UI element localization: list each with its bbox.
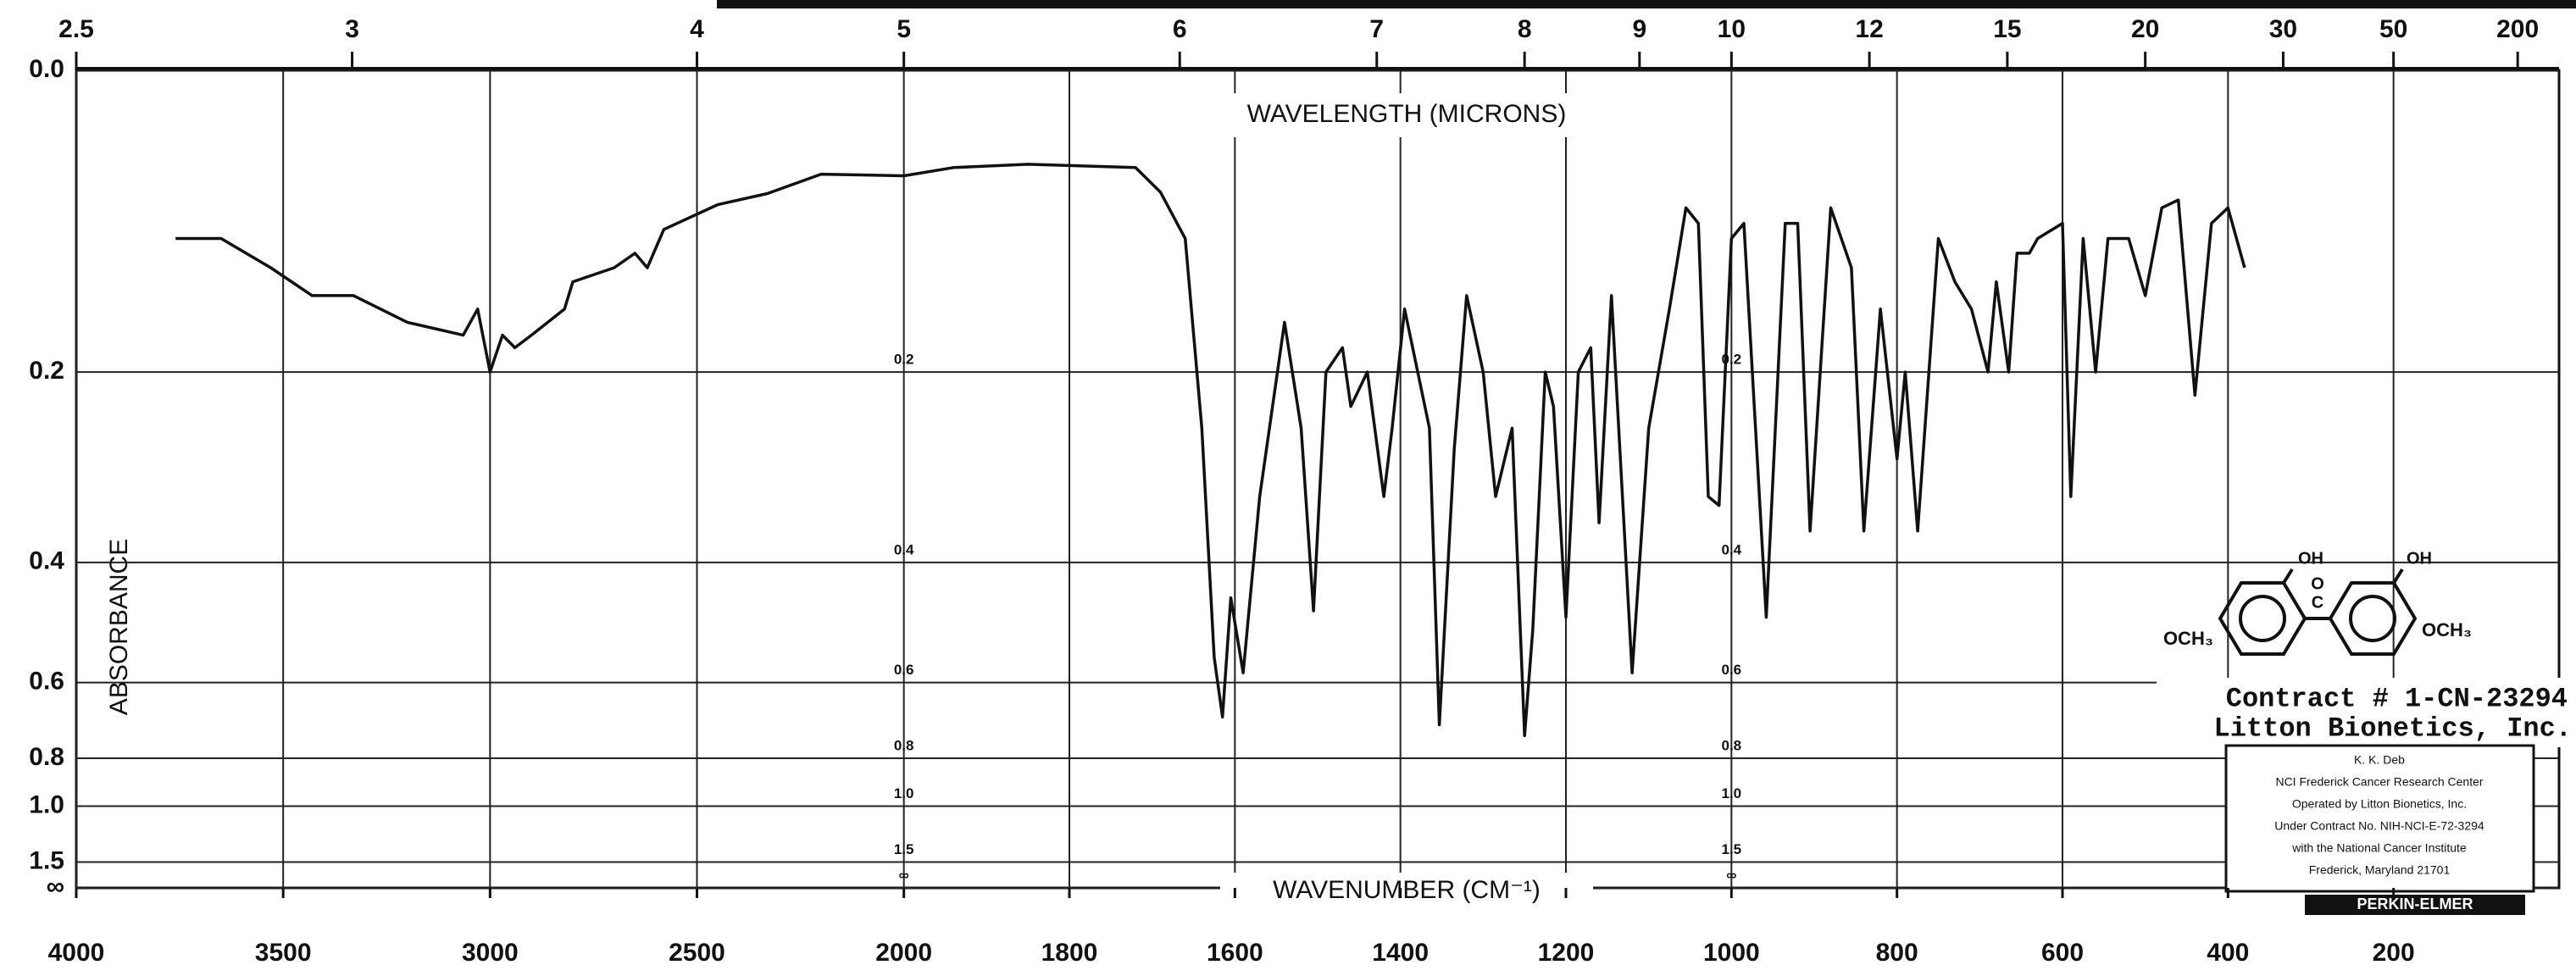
y-tick-label: 0.2 [29, 357, 64, 385]
stamp-line: Under Contract No. NIH-NCI-E-72-3294 [2274, 819, 2484, 833]
x-tick-label: 600 [2041, 939, 2084, 967]
x2-axis-title: WAVELENGTH (MICRONS) [1247, 100, 1567, 128]
y-tick-label: 0.0 [29, 55, 64, 83]
x-tick-label: 1800 [1041, 939, 1098, 967]
x2-tick-label: 12 [1855, 15, 1883, 43]
stamp-line: K. K. Deb [2354, 753, 2405, 767]
structure-label: O [2311, 574, 2324, 593]
y-tick-label: 0.4 [29, 547, 64, 575]
structure [2218, 568, 2418, 656]
stamp-line: Operated by Litton Bionetics, Inc. [2292, 797, 2467, 811]
inner-y-label: ∞ [899, 867, 909, 883]
annotation: Contract # 1-CN-23294 [2226, 683, 2568, 714]
x2-tick-label: 8 [1518, 15, 1532, 43]
stamp-line: NCI Frederick Cancer Research Center [2275, 775, 2483, 789]
inner-y-label: 1.5 [1722, 841, 1742, 857]
x2-tick-label: 15 [1993, 15, 2021, 43]
annotation-backing [2157, 678, 2576, 747]
x-tick-label: 2000 [875, 939, 932, 967]
inner-y-label: 0.4 [894, 541, 914, 557]
x-tick-label: 3500 [255, 939, 312, 967]
inner-y-label: 0.4 [1722, 541, 1742, 557]
spectrum-line [175, 163, 2246, 738]
x-tick-label: 400 [2207, 939, 2249, 967]
structure-label: OH [2407, 549, 2432, 568]
x2-tick-label: 30 [2269, 15, 2297, 43]
ring-circle [2349, 595, 2396, 642]
x-tick-label: 4000 [48, 939, 105, 967]
x-tick-label: 1000 [1703, 939, 1760, 967]
x2-tick-label: 50 [2379, 15, 2407, 43]
x-tick-label: 2500 [669, 939, 725, 967]
structure-label: OCH₃ [2422, 619, 2472, 640]
x2-tick-label: 10 [1718, 15, 1746, 43]
y-tick-label: 0.8 [29, 743, 64, 771]
bond [2392, 568, 2404, 585]
x2-tick-label: 20 [2131, 15, 2159, 43]
x2-tick-label: 5 [897, 15, 911, 43]
structure-label: OCH₃ [2163, 628, 2213, 649]
x2-tick-label: 6 [1173, 15, 1187, 43]
inner-y-label: 1.0 [894, 785, 914, 801]
inner-y-label: 0.8 [1722, 738, 1742, 754]
inner-y-label: 0.2 [894, 352, 914, 368]
brand-band [2305, 895, 2525, 915]
bond [2282, 568, 2294, 585]
y-tick-label: 1.0 [29, 790, 64, 818]
inner-y-label: 1.0 [1722, 785, 1742, 801]
title-backing [1220, 873, 1593, 910]
inner-y-label: 1.5 [894, 841, 914, 857]
x2-tick-label: 4 [690, 15, 704, 43]
x-tick-label: 1400 [1372, 939, 1429, 967]
structure-label: C [2312, 593, 2323, 612]
inner-y-label: ∞ [1726, 867, 1736, 883]
annotation: Litton Bionetics, Inc. [2214, 713, 2572, 744]
x2-tick-label: 3 [345, 15, 359, 43]
ring-circle [2239, 595, 2286, 642]
brand: PERKIN-ELMER [2357, 896, 2473, 912]
structure-label: OH [2298, 549, 2323, 568]
y-tick-label: 1.5 [29, 846, 64, 874]
stamp-line: with the National Cancer Institute [2291, 841, 2467, 855]
x2-tick-label: 7 [1369, 15, 1384, 43]
x-axis-title: WAVENUMBER (CM⁻¹) [1273, 876, 1541, 904]
title-backing [1195, 93, 1618, 137]
x2-tick-label: 9 [1632, 15, 1646, 43]
top-band [717, 0, 2576, 8]
inner-y-label: 0.6 [1722, 662, 1742, 678]
y-tick-label: ∞ [47, 873, 64, 901]
x2-tick-label: 200 [2496, 15, 2539, 43]
y-axis-title: ABSORBANCE [105, 539, 133, 715]
inner-y-label: 0.6 [894, 662, 914, 678]
stamp-line: Frederick, Maryland 21701 [2309, 863, 2451, 877]
x-tick-label: 200 [2373, 939, 2415, 967]
ring [2328, 581, 2418, 656]
y-tick-label: 0.6 [29, 668, 64, 696]
x-tick-label: 800 [1876, 939, 1918, 967]
x-tick-label: 3000 [462, 939, 519, 967]
inner-y-label: 0.8 [894, 738, 914, 754]
x2-tick-label: 2.5 [58, 15, 94, 43]
x-tick-label: 1200 [1538, 939, 1595, 967]
x-tick-label: 1600 [1207, 939, 1263, 967]
stamp-box [2224, 744, 2535, 893]
